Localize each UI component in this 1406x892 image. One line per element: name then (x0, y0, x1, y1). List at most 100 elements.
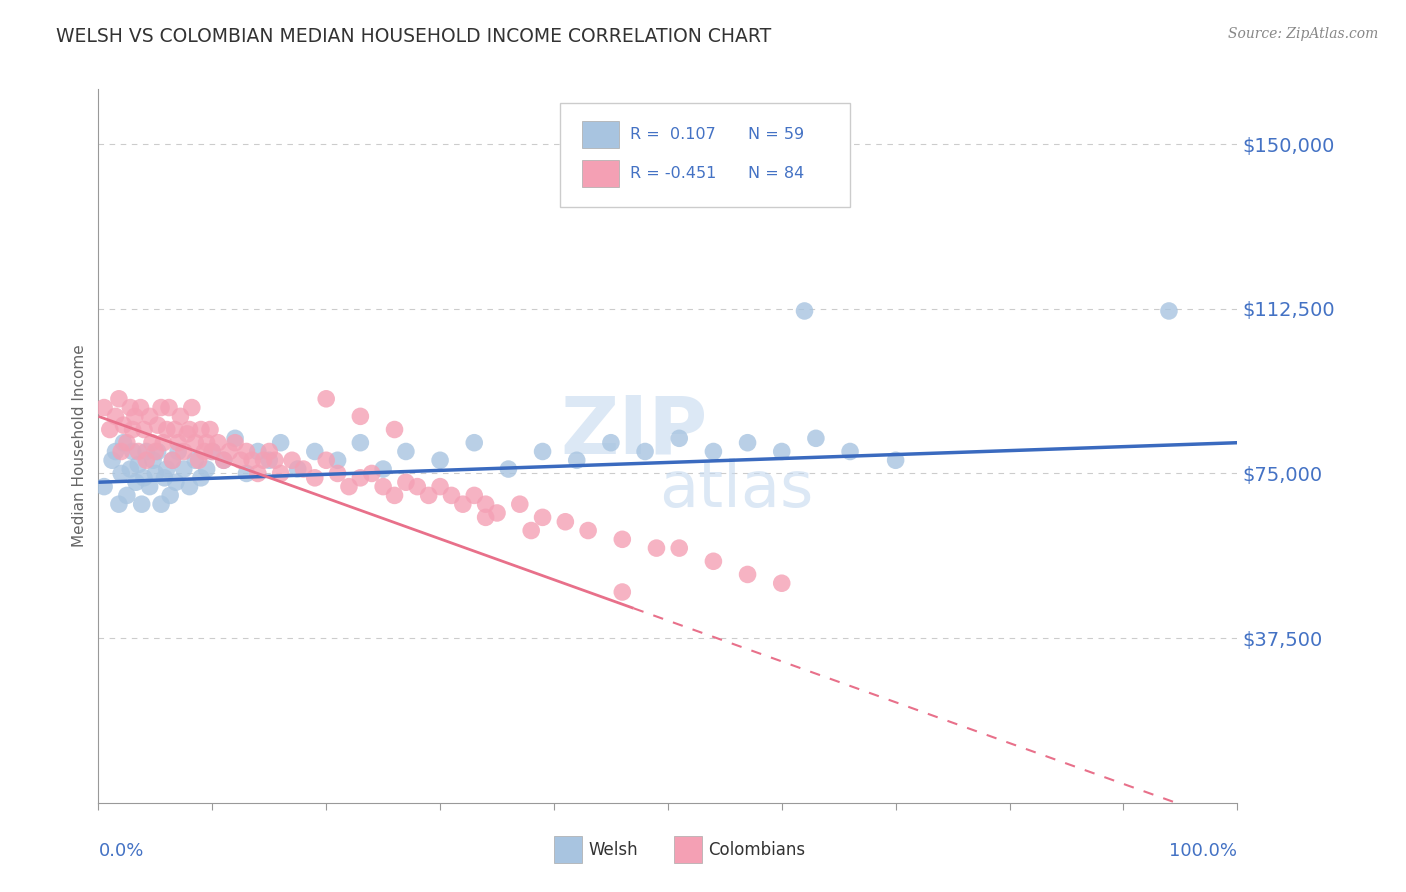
Point (146, 418, 169, 433)
Point (839, 444, 862, 458)
Point (349, 435, 371, 450)
Point (406, 480, 429, 494)
Point (1157, 304, 1180, 318)
Point (440, 488, 463, 502)
Point (142, 453, 165, 467)
Point (770, 444, 793, 458)
Point (152, 435, 174, 450)
Point (498, 462, 520, 476)
Point (259, 444, 281, 458)
Point (120, 462, 142, 476)
Point (292, 462, 315, 476)
Point (167, 444, 190, 458)
Point (737, 435, 759, 450)
Point (246, 467, 269, 481)
Point (201, 444, 224, 458)
Point (179, 480, 201, 494)
Point (634, 444, 657, 458)
Point (104, 409, 127, 424)
Point (193, 444, 215, 458)
Text: N = 84: N = 84 (748, 166, 804, 181)
Point (153, 471, 176, 485)
Point (576, 524, 599, 538)
Point (793, 304, 815, 318)
Point (235, 444, 257, 458)
Point (159, 488, 181, 502)
Point (315, 453, 337, 467)
Point (173, 462, 195, 476)
Point (474, 497, 496, 511)
Point (101, 453, 124, 467)
Point (138, 480, 160, 494)
Point (304, 471, 326, 485)
Point (264, 453, 287, 467)
Bar (673, 837, 702, 863)
Point (384, 488, 406, 502)
Point (463, 435, 485, 450)
Text: 0.0%: 0.0% (98, 842, 143, 860)
Point (195, 462, 218, 476)
Point (486, 506, 509, 520)
Point (337, 480, 360, 494)
Point (349, 409, 371, 424)
Point (384, 423, 406, 437)
Point (668, 431, 690, 445)
Y-axis label: Median Household Income: Median Household Income (72, 344, 87, 548)
Point (179, 423, 201, 437)
Text: R = -0.451: R = -0.451 (630, 166, 717, 181)
Point (371, 480, 394, 494)
Point (349, 471, 371, 485)
Point (138, 409, 160, 424)
Bar (582, 160, 619, 187)
Point (612, 533, 634, 547)
Point (326, 453, 349, 467)
Point (129, 401, 152, 415)
Point (156, 423, 179, 437)
Point (270, 435, 292, 450)
Point (135, 453, 157, 467)
Point (884, 453, 907, 467)
Point (531, 444, 554, 458)
Point (252, 453, 274, 467)
Point (565, 453, 588, 467)
Point (173, 444, 195, 458)
Point (131, 497, 153, 511)
Point (124, 409, 146, 424)
Text: Welsh: Welsh (588, 841, 638, 859)
Point (207, 435, 229, 450)
Point (115, 435, 138, 450)
Point (190, 423, 212, 437)
Point (184, 435, 207, 450)
Point (110, 467, 132, 481)
Point (115, 488, 138, 502)
Point (395, 444, 418, 458)
Point (150, 497, 173, 511)
Point (165, 475, 187, 490)
Point (145, 444, 167, 458)
Point (360, 467, 382, 481)
Point (198, 423, 221, 437)
Point (224, 435, 246, 450)
Point (246, 444, 269, 458)
Point (93, 480, 115, 494)
Point (141, 435, 163, 450)
Point (737, 567, 759, 582)
Point (281, 453, 304, 467)
Point (146, 444, 169, 458)
Text: atlas: atlas (659, 458, 813, 520)
Point (326, 467, 349, 481)
Bar (582, 120, 619, 148)
Text: ZIP: ZIP (560, 392, 707, 471)
Text: Source: ZipAtlas.com: Source: ZipAtlas.com (1227, 27, 1378, 41)
Point (702, 554, 724, 568)
Point (451, 497, 474, 511)
Point (240, 453, 263, 467)
Point (429, 480, 451, 494)
Point (612, 585, 634, 599)
Point (157, 401, 180, 415)
FancyBboxPatch shape (560, 103, 851, 207)
Point (135, 444, 157, 458)
Point (287, 462, 309, 476)
Point (600, 435, 623, 450)
Point (315, 392, 337, 406)
